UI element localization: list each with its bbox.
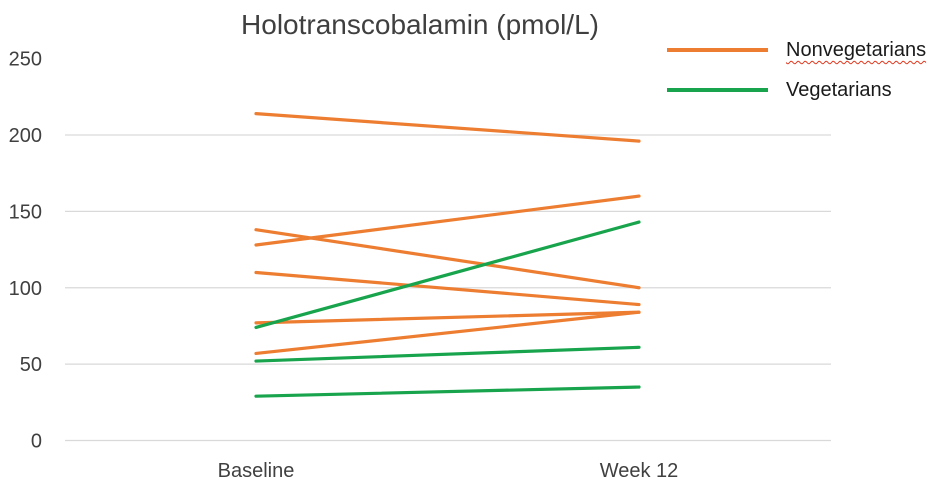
series-line-nonvegetarians-0 [254,112,641,143]
series-lines [254,112,641,398]
series-line-vegetarians-8 [254,385,641,398]
y-tick-label-50: 50 [20,354,42,376]
y-tick-label-250: 250 [9,49,42,71]
series-line-vegetarians-6 [254,220,641,330]
legend-item-vegetarians: Vegetarians [667,78,892,102]
x-category-label-0: Baseline [218,460,295,482]
x-axis-labels: Baseline Week 12 [218,460,679,482]
legend-line-nonvegetarians [667,48,768,52]
series-line-vegetarians-7 [254,345,641,363]
y-tick-label-200: 200 [9,125,42,147]
legend-label-vegetarians: Vegetarians [786,79,892,101]
x-category-label-1: Week 12 [600,460,679,482]
legend-label-nonvegetarians: Nonvegetarians [786,39,927,61]
chart-title: Holotranscobalamin (pmol/L) [241,9,599,40]
y-axis-labels: 0 50 100 150 200 250 [9,49,42,453]
series-line-nonvegetarians-4 [254,310,641,325]
y-tick-label-100: 100 [9,278,42,300]
legend-item-nonvegetarians: Nonvegetarians [667,38,926,62]
y-tick-label-150: 150 [9,201,42,223]
series-line-nonvegetarians-2 [254,194,641,247]
series-line-nonvegetarians-1 [254,228,641,290]
series-line-nonvegetarians-5 [254,310,641,356]
y-tick-label-0: 0 [31,431,42,453]
series-line-nonvegetarians-3 [254,270,641,307]
legend-line-vegetarians [667,88,768,92]
